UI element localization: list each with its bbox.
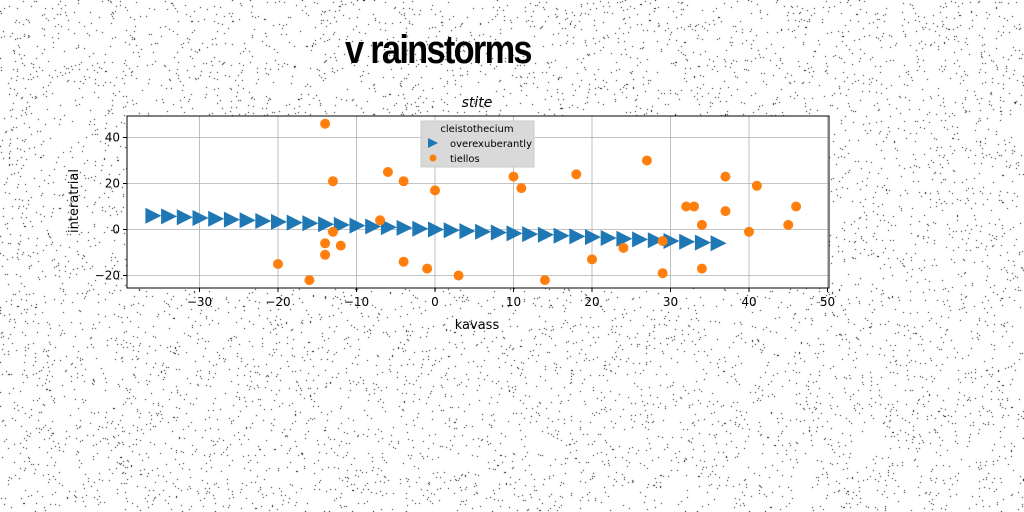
circle-point	[720, 172, 730, 182]
x-tick-label: 20	[584, 295, 599, 309]
circle-point	[642, 156, 652, 166]
circle-point	[509, 172, 519, 182]
chart-title: stite	[462, 95, 493, 111]
x-tick-label: −20	[265, 295, 290, 309]
y-axis-label: interatrial	[67, 169, 82, 233]
circle-point	[430, 185, 440, 195]
circle-point	[720, 206, 730, 216]
circle-point	[304, 275, 314, 285]
y-tick-label: −20	[95, 269, 120, 283]
circle-point	[320, 238, 330, 248]
x-axis-label: kavass	[455, 318, 500, 333]
y-tick-label: 0	[112, 223, 120, 237]
circle-point	[320, 250, 330, 260]
circle-point	[375, 215, 385, 225]
x-tick-label: 10	[506, 295, 521, 309]
circle-point	[273, 259, 283, 269]
legend-label-overexuberantly: overexuberantly	[450, 139, 532, 150]
circle-point	[618, 243, 628, 253]
circle-point	[328, 176, 338, 186]
x-tick-label: 0	[431, 295, 439, 309]
circle-point	[697, 264, 707, 274]
circle-point	[689, 202, 699, 212]
legend: cleistothecium overexuberantly tiellos	[421, 121, 534, 167]
circle-point	[422, 264, 432, 274]
legend-label-tiellos: tiellos	[450, 154, 480, 165]
circle-point	[783, 220, 793, 230]
circle-point	[399, 176, 409, 186]
circle-point	[383, 167, 393, 177]
circle-point	[328, 227, 338, 237]
circle-point	[320, 119, 330, 129]
x-tick-label: 30	[663, 295, 678, 309]
circle-point	[454, 271, 464, 281]
x-tick-label: 50	[820, 295, 835, 309]
circle-point	[540, 275, 550, 285]
circle-point	[791, 202, 801, 212]
x-tick-label: 40	[741, 295, 756, 309]
circle-point	[744, 227, 754, 237]
circle-point	[399, 257, 409, 267]
circle-point	[516, 183, 526, 193]
circle-point	[658, 268, 668, 278]
y-tick-label: 40	[105, 131, 120, 145]
circle-point	[336, 241, 346, 251]
y-tick-label: 20	[105, 177, 120, 191]
circle-point	[571, 169, 581, 179]
x-tick-label: −30	[187, 295, 212, 309]
circle-point	[752, 181, 762, 191]
circle-point	[587, 254, 597, 264]
legend-title: cleistothecium	[440, 124, 513, 135]
legend-marker-tiellos	[430, 155, 437, 162]
x-tick-label: −10	[344, 295, 369, 309]
circle-point	[697, 220, 707, 230]
circle-point	[658, 236, 668, 246]
